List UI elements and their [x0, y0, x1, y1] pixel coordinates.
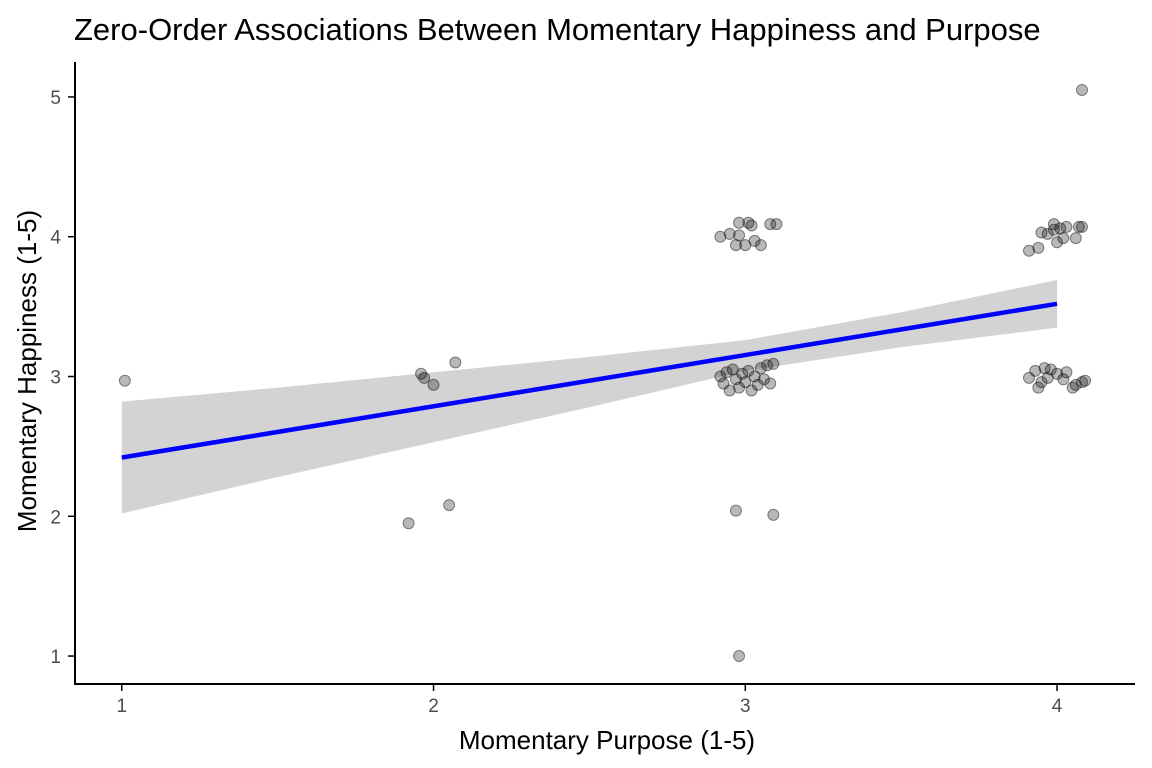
- data-point: [770, 218, 783, 231]
- data-point: [1057, 373, 1070, 386]
- x-tick-label: 1: [116, 696, 127, 717]
- data-point: [1047, 223, 1060, 236]
- data-point: [1041, 371, 1054, 384]
- data-point: [748, 370, 761, 383]
- x-tick-label: 3: [740, 696, 751, 717]
- data-point: [751, 378, 764, 391]
- data-point: [720, 366, 733, 379]
- data-point: [1044, 363, 1057, 376]
- y-tick-label: 1: [50, 647, 61, 668]
- points-layer: [118, 83, 1092, 663]
- data-point: [1057, 232, 1070, 245]
- data-point: [714, 230, 727, 243]
- data-point: [717, 377, 730, 390]
- data-point: [1032, 381, 1045, 394]
- data-point: [1023, 244, 1035, 257]
- fit-line-layer: [121, 301, 1058, 460]
- data-point: [729, 239, 742, 252]
- data-point: [726, 363, 739, 376]
- data-point: [733, 216, 746, 229]
- data-point: [723, 227, 736, 240]
- data-point: [415, 367, 428, 380]
- data-point: [1051, 367, 1064, 380]
- data-point: [1054, 222, 1067, 235]
- data-point: [745, 384, 758, 397]
- data-point: [739, 376, 752, 389]
- x-tick-label: 4: [1052, 696, 1063, 717]
- y-tick-label: 3: [50, 367, 61, 388]
- y-tick-label: 4: [50, 228, 61, 249]
- data-point: [745, 219, 758, 232]
- data-point: [427, 378, 440, 391]
- data-point: [1041, 227, 1054, 240]
- data-point: [1069, 378, 1082, 391]
- data-point: [761, 359, 774, 372]
- data-point: [767, 508, 780, 521]
- data-point: [1076, 83, 1088, 96]
- data-point: [118, 374, 131, 387]
- data-point: [443, 499, 456, 512]
- data-point: [1076, 376, 1088, 389]
- data-point: [764, 377, 777, 390]
- data-point: [1051, 236, 1064, 249]
- data-point: [739, 239, 752, 252]
- data-point: [1035, 376, 1048, 389]
- y-tick-label: 2: [50, 507, 61, 528]
- axes: 1 2 3 4 1 2 3 4 5: [50, 62, 1135, 717]
- data-point: [1038, 362, 1051, 375]
- data-point: [748, 234, 761, 247]
- data-point: [758, 373, 770, 386]
- data-point: [733, 229, 746, 242]
- confidence-band: [121, 280, 1058, 514]
- data-point: [1076, 220, 1088, 233]
- data-point: [754, 362, 767, 375]
- data-point: [733, 650, 746, 663]
- data-point: [1060, 366, 1073, 379]
- data-point: [723, 384, 736, 397]
- x-axis-label: Momentary Purpose (1-5): [459, 725, 755, 755]
- data-point: [754, 239, 767, 252]
- data-point: [736, 367, 749, 380]
- x-tick-label: 2: [428, 696, 439, 717]
- chart-title: Zero-Order Associations Between Momentar…: [74, 12, 1041, 47]
- data-point: [767, 357, 780, 370]
- confidence-band-layer: [121, 280, 1058, 514]
- y-axis-label: Momentary Happiness (1-5): [12, 210, 42, 532]
- data-point: [402, 517, 415, 530]
- data-point: [1079, 374, 1092, 387]
- data-point: [1047, 218, 1060, 231]
- data-point: [742, 364, 755, 377]
- data-point: [764, 218, 777, 231]
- regression-line: [121, 301, 1058, 460]
- data-point: [1032, 241, 1045, 254]
- data-point: [1060, 220, 1073, 233]
- data-point: [733, 381, 746, 394]
- data-point: [1072, 220, 1085, 233]
- data-point: [1023, 371, 1035, 384]
- data-point: [714, 370, 727, 383]
- data-point: [1029, 364, 1042, 377]
- data-point: [742, 216, 755, 229]
- data-point: [449, 356, 462, 369]
- y-tick-label: 5: [50, 88, 61, 109]
- data-point: [729, 373, 742, 386]
- data-point: [418, 371, 431, 384]
- data-point: [729, 504, 742, 517]
- data-point: [1035, 226, 1048, 239]
- data-point: [1069, 232, 1082, 245]
- data-point: [1066, 381, 1079, 394]
